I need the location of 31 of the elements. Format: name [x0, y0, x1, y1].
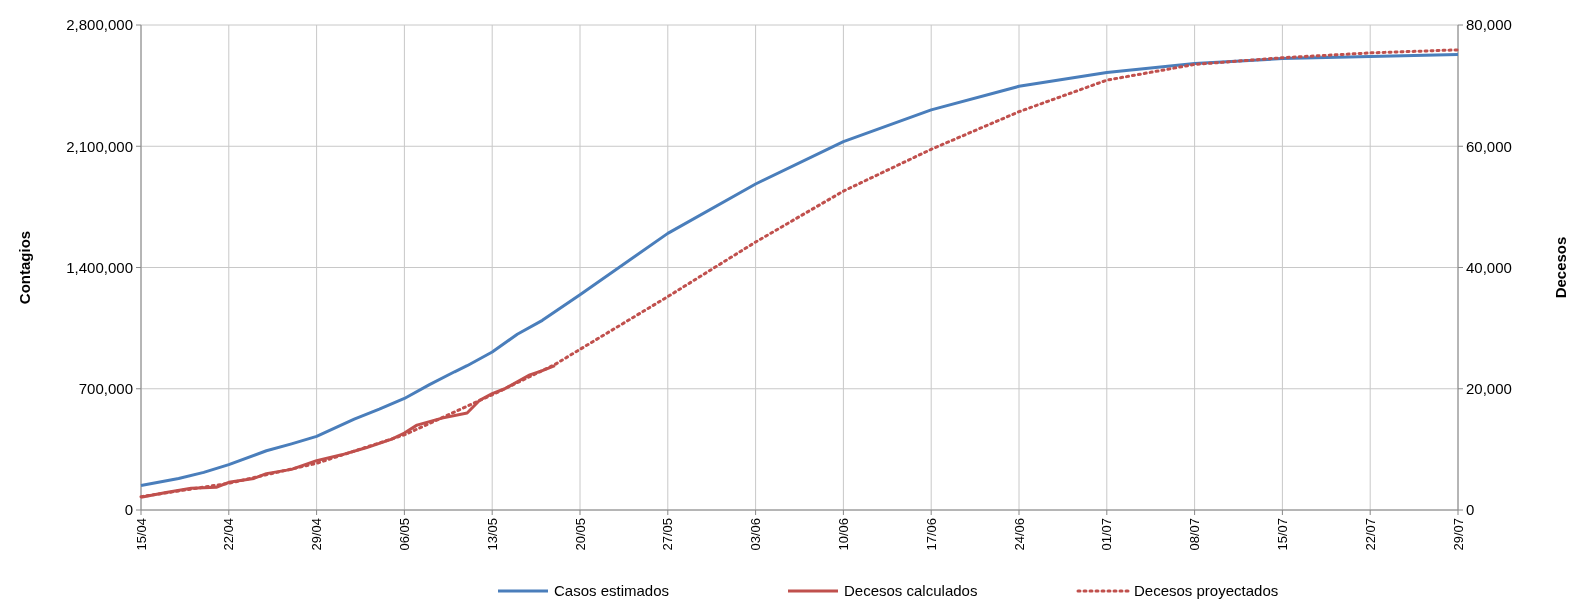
y2-tick-label: 80,000	[1466, 16, 1512, 34]
y-axis-title: Contagios	[16, 230, 33, 305]
x-tick-label: 08/07	[1187, 518, 1203, 551]
x-tick-label: 10/06	[835, 518, 851, 551]
y-tick-label: 0	[124, 501, 133, 519]
y-tick-label: 2,800,000	[66, 16, 133, 34]
legend-label: Decesos proyectados	[1134, 582, 1279, 599]
y2-tick-label: 20,000	[1466, 380, 1512, 397]
x-tick-label: 15/04	[133, 518, 149, 551]
y-tick-label: 2,100,000	[66, 137, 133, 155]
x-tick-label: 01/07	[1099, 518, 1115, 551]
x-tick-label: 03/06	[748, 518, 764, 551]
x-tick-label: 27/05	[660, 518, 676, 551]
y2-tick-label: 60,000	[1466, 137, 1512, 155]
x-tick-label: 22/07	[1362, 518, 1378, 551]
x-tick-label: 20/05	[572, 518, 588, 551]
y-tick-label: 700,000	[78, 380, 133, 397]
x-tick-label: 24/06	[1011, 518, 1027, 551]
x-tick-label: 29/04	[309, 518, 325, 551]
y2-tick-label: 0	[1466, 501, 1475, 519]
y-tick-label: 1,400,000	[66, 258, 133, 276]
y2-axis-title: Decesos	[1552, 236, 1569, 299]
x-tick-label: 17/06	[923, 518, 939, 551]
x-tick-label: 22/04	[221, 518, 237, 551]
x-tick-label: 13/05	[484, 518, 500, 551]
x-tick-label: 15/07	[1274, 518, 1290, 551]
legend-label: Decesos calculados	[844, 582, 978, 599]
x-tick-label: 29/07	[1450, 518, 1466, 551]
x-tick-label: 06/05	[396, 518, 412, 551]
legend-label: Casos estimados	[554, 582, 670, 599]
y2-tick-label: 40,000	[1466, 258, 1512, 276]
